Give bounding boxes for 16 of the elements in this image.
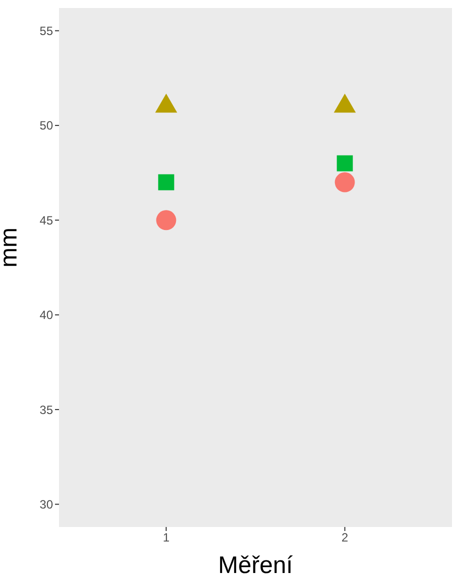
point xyxy=(334,172,355,192)
x-tick-label: 2 xyxy=(341,530,348,545)
point xyxy=(156,210,176,230)
point xyxy=(336,155,353,172)
y-tick-label: 30 xyxy=(40,498,54,512)
point xyxy=(158,174,174,190)
y-tick-label: 45 xyxy=(40,213,54,228)
point xyxy=(334,94,356,113)
y-tick-label: 55 xyxy=(40,24,54,38)
x-tick-label: 1 xyxy=(162,530,170,545)
y-tick-label: 35 xyxy=(40,402,54,417)
y-tick-label: 50 xyxy=(40,118,54,133)
point xyxy=(155,94,178,113)
y-tick-label: 40 xyxy=(40,308,54,322)
y-axis-title: mm xyxy=(0,228,23,268)
x-axis-title: Měření xyxy=(218,552,294,575)
